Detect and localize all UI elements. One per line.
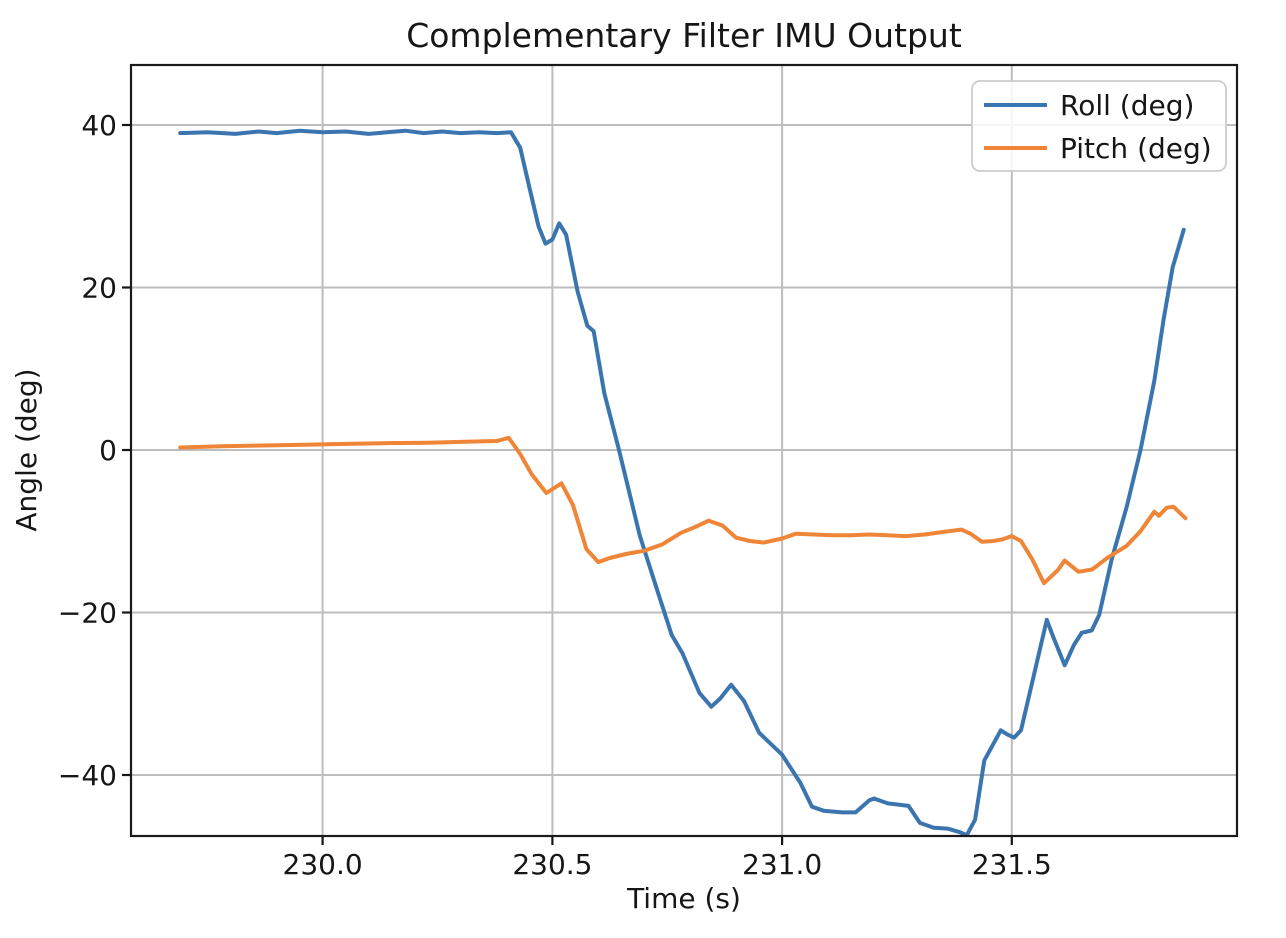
y-tick-label: 20 bbox=[81, 272, 117, 305]
legend-pitch-label: Pitch (deg) bbox=[1060, 132, 1212, 165]
y-ticks bbox=[122, 123, 131, 777]
y-tick-label: 40 bbox=[81, 109, 117, 142]
legend: Roll (deg) Pitch (deg) bbox=[971, 80, 1227, 172]
chart-title: Complementary Filter IMU Output bbox=[406, 16, 962, 55]
y-axis-label: Angle (deg) bbox=[10, 368, 43, 531]
x-tick-labels: 230.0 230.5 231.0 231.5 bbox=[283, 848, 1052, 881]
roll-line bbox=[178, 128, 1186, 838]
x-tick-label: 231.5 bbox=[972, 848, 1052, 881]
y-gridlines bbox=[131, 124, 1237, 776]
x-tick-label: 230.5 bbox=[512, 848, 592, 881]
y-tick-label: −20 bbox=[58, 597, 117, 630]
x-tick-label: 230.0 bbox=[283, 848, 363, 881]
y-tick-label: −40 bbox=[58, 759, 117, 792]
y-tick-label: 0 bbox=[99, 434, 117, 467]
legend-roll-label: Roll (deg) bbox=[1060, 89, 1194, 122]
x-tick-label: 231.0 bbox=[742, 848, 822, 881]
y-tick-labels: 40 20 0 −20 −40 bbox=[58, 109, 117, 792]
x-ticks bbox=[321, 836, 1013, 845]
x-axis-label: Time (s) bbox=[626, 882, 741, 915]
plot-border bbox=[129, 63, 1239, 838]
pitch-line bbox=[178, 435, 1188, 586]
